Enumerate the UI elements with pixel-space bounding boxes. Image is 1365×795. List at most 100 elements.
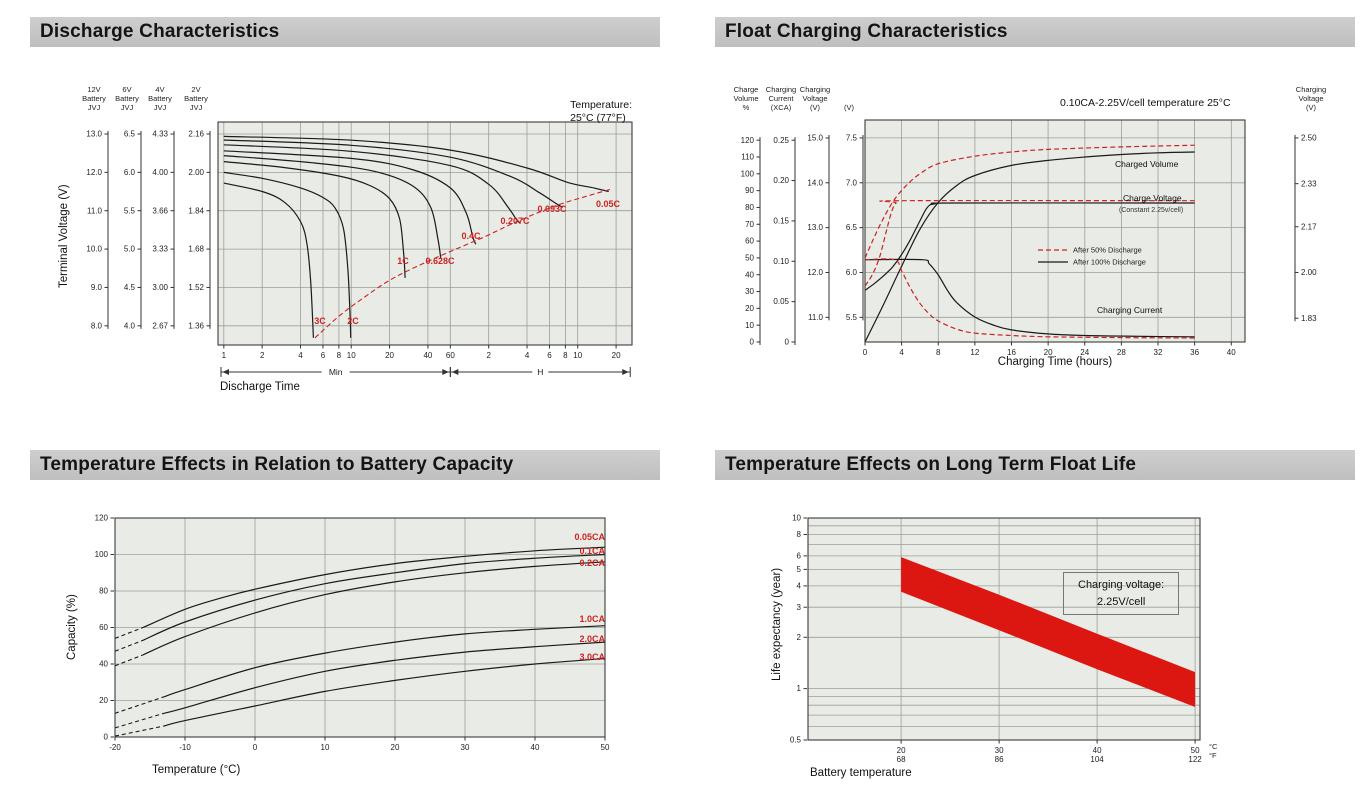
x-axis-title-charging-time: Charging Time (hours)	[997, 356, 1113, 368]
svg-text:8: 8	[797, 530, 802, 539]
svg-text:6.5: 6.5	[846, 223, 858, 232]
svg-text:86: 86	[995, 755, 1004, 764]
svg-text:2.50: 2.50	[1301, 134, 1317, 143]
svg-text:10: 10	[792, 514, 801, 523]
svg-text:12V: 12V	[87, 85, 100, 94]
svg-text:Current: Current	[768, 94, 794, 103]
float-life-chart: Life expectancy (year) Battery temperatu…	[715, 480, 1355, 795]
svg-text:12.0: 12.0	[86, 168, 102, 177]
label-constant-voltage: (Constant 2.25v/cell)	[1119, 207, 1184, 214]
svg-text:6: 6	[797, 551, 802, 560]
svg-text:8: 8	[936, 348, 941, 357]
svg-text:(XCA): (XCA)	[771, 103, 792, 112]
float-charging-chart: Charging Time (hours) 0 4 8 12 16 20 24 28 32 36 4…	[715, 47, 1355, 430]
svg-text:10.0: 10.0	[86, 245, 102, 254]
svg-text:70: 70	[745, 220, 754, 229]
svg-text:10: 10	[745, 321, 754, 330]
fahrenheit-unit: °F	[1209, 751, 1217, 760]
svg-text:4.0: 4.0	[124, 321, 136, 330]
label-charge-voltage: Charge Voltage	[1123, 193, 1182, 203]
x-axis-title-discharge-time: Discharge Time	[220, 381, 300, 393]
svg-text:5.5: 5.5	[124, 206, 136, 215]
svg-text:Voltage: Voltage	[802, 94, 827, 103]
svg-text:2.00: 2.00	[1301, 268, 1317, 277]
curve-label-01ca: 0.1CA	[579, 546, 605, 556]
curve-label-0093c: 0.093C	[537, 204, 567, 214]
svg-text:H: H	[537, 367, 543, 377]
svg-text:5.0: 5.0	[124, 245, 136, 254]
quad-discharge-characteristics: Discharge Characteristics Terminal Volta…	[30, 17, 660, 430]
y-axis-title-life-expectancy: Life expectancy (year)	[771, 567, 783, 681]
svg-text:(V): (V)	[810, 103, 821, 112]
svg-text:5.5: 5.5	[846, 313, 858, 322]
svg-text:20: 20	[897, 746, 906, 755]
temperature-capacity-chart: Capacity (%) Temperature (°C) -20 -10 0 10 2…	[30, 480, 660, 795]
svg-text:Voltage: Voltage	[1298, 94, 1323, 103]
quad-temperature-capacity: Temperature Effects in Relation to Batte…	[30, 450, 660, 795]
svg-text:(V): (V)	[844, 103, 855, 112]
svg-text:120: 120	[741, 136, 755, 145]
curve-label-20ca: 2.0CA	[579, 634, 605, 644]
svg-text:1.36: 1.36	[188, 321, 204, 330]
svg-text:104: 104	[1090, 755, 1104, 764]
svg-text:Battery: Battery	[184, 94, 208, 103]
svg-text:28: 28	[1117, 348, 1126, 357]
section-header-discharge: Discharge Characteristics	[30, 17, 660, 47]
svg-text:110: 110	[741, 153, 754, 162]
curve-label-30ca: 3.0CA	[579, 652, 605, 662]
svg-text:6.5: 6.5	[124, 130, 136, 139]
svg-text:Charging: Charging	[766, 85, 796, 94]
conditions-note: 0.10CA-2.25V/cell temperature 25°C	[1060, 97, 1231, 109]
y-axis-title-capacity: Capacity (%)	[66, 594, 78, 660]
svg-text:3: 3	[797, 603, 802, 612]
svg-text:8: 8	[337, 351, 342, 360]
svg-text:50: 50	[1191, 746, 1200, 755]
svg-text:Battery: Battery	[82, 94, 106, 103]
svg-text:4.33: 4.33	[152, 130, 168, 139]
section-header-float-life: Temperature Effects on Long Term Float L…	[715, 450, 1355, 480]
svg-text:3.00: 3.00	[152, 283, 168, 292]
svg-text:-20: -20	[109, 743, 121, 752]
svg-text:(V): (V)	[1306, 103, 1317, 112]
svg-text:30: 30	[461, 743, 470, 752]
svg-text:2.16: 2.16	[188, 130, 204, 139]
svg-text:1: 1	[222, 351, 227, 360]
svg-text:10: 10	[573, 351, 582, 360]
curve-label-0628c: 0.628C	[425, 256, 455, 266]
svg-text:40: 40	[745, 270, 754, 279]
svg-text:60: 60	[99, 623, 108, 632]
svg-text:4V: 4V	[155, 85, 164, 94]
svg-text:2V: 2V	[191, 85, 200, 94]
svg-text:40: 40	[99, 660, 108, 669]
label-charging-current: Charging Current	[1097, 305, 1163, 315]
svg-text:After 50% Discharge: After 50% Discharge	[1073, 246, 1142, 255]
quad-float-life: Temperature Effects on Long Term Float L…	[715, 450, 1355, 795]
quad-float-charging: Float Charging Characteristics Charging …	[715, 17, 1355, 430]
svg-text:8: 8	[563, 351, 568, 360]
float-life-band	[901, 557, 1196, 707]
celsius-unit: °C	[1209, 742, 1218, 751]
svg-text:80: 80	[99, 587, 108, 596]
section-title-temperature-capacity: Temperature Effects in Relation to Batte…	[40, 454, 514, 475]
svg-text:40: 40	[531, 743, 540, 752]
svg-text:Volume: Volume	[733, 94, 758, 103]
curve-label-0207c: 0.207C	[500, 216, 530, 226]
svg-text:4: 4	[797, 582, 802, 591]
svg-text:11.0: 11.0	[808, 313, 824, 322]
svg-text:-10: -10	[179, 743, 191, 752]
svg-text:JVJ: JVJ	[121, 103, 134, 112]
svg-text:6: 6	[321, 351, 326, 360]
svg-text:2: 2	[486, 351, 491, 360]
discharge-chart: Terminal Voltage (V) Discharge Time 1 2 4 6…	[30, 47, 660, 430]
svg-text:10: 10	[321, 743, 330, 752]
svg-text:2: 2	[797, 633, 802, 642]
svg-text:4: 4	[899, 348, 904, 357]
svg-text:5: 5	[797, 565, 802, 574]
temperature-capacity-chart-canvas: -20 -10 0 10 20 30 40 50 0 20 40 60 80 100 120	[95, 514, 610, 752]
svg-text:0.25: 0.25	[773, 136, 789, 145]
svg-text:2.33: 2.33	[1301, 179, 1317, 188]
svg-text:20: 20	[612, 351, 621, 360]
discharge-chart-canvas: 1 2 4 6 8 10 20 40 60 2 4 6 8 10 20 13.0 12.0 11.0 10.0 9.0…	[82, 85, 633, 378]
svg-text:8.0: 8.0	[91, 321, 103, 330]
